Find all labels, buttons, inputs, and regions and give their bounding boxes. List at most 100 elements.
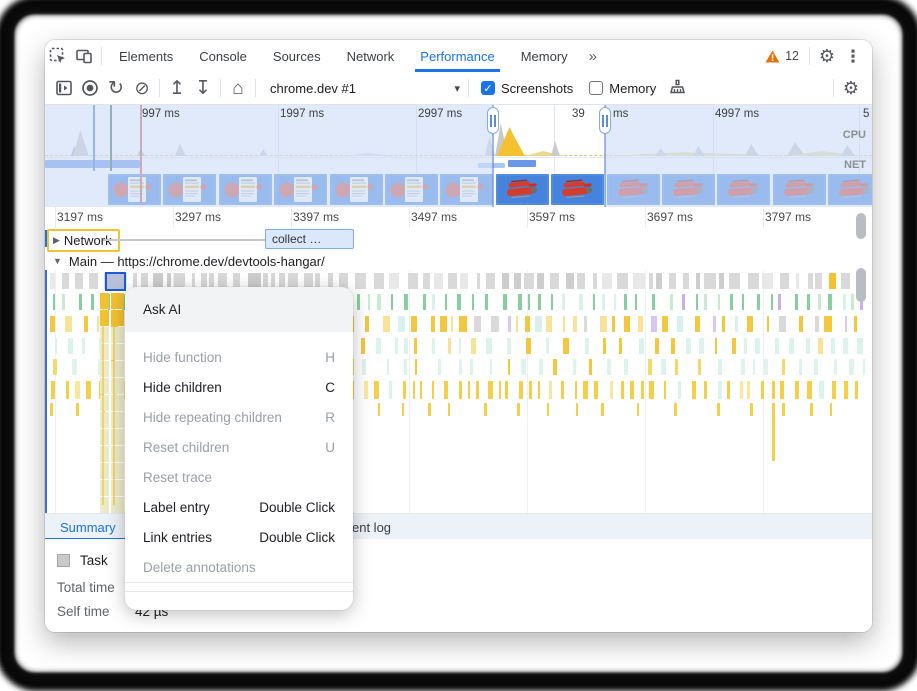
- flame-entry: [539, 359, 543, 375]
- flame-entry: [828, 294, 831, 310]
- flame-entry: [460, 273, 468, 289]
- tab-performance[interactable]: Performance: [407, 41, 507, 72]
- flame-entry: [593, 294, 596, 310]
- inspect-icon[interactable]: [45, 43, 71, 69]
- tab-elements[interactable]: Elements: [106, 41, 186, 72]
- flame-entry: [818, 294, 821, 310]
- main-track-header[interactable]: ▼ Main — https://chrome.dev/devtools-han…: [45, 252, 872, 270]
- flame-entry: [404, 359, 407, 375]
- ruler-time-label: 3197 ms: [57, 210, 103, 224]
- flame-entry: [415, 359, 418, 375]
- tab-event-log-partial[interactable]: ent log: [352, 514, 391, 540]
- tab-console[interactable]: Console: [186, 41, 260, 72]
- flame-entry: [830, 403, 832, 416]
- flame-entry: [814, 359, 818, 375]
- flame-scrollbar-thumb[interactable]: [856, 268, 866, 302]
- home-icon[interactable]: ⌂: [225, 75, 251, 101]
- flame-entry: [670, 294, 673, 310]
- tab-memory[interactable]: Memory: [508, 41, 581, 72]
- flame-entry: [698, 359, 701, 375]
- legend-row: Task: [57, 553, 108, 568]
- download-profile-icon[interactable]: ↧: [190, 75, 216, 101]
- capture-select-value: chrome.dev #1: [270, 81, 356, 96]
- filmstrip-screenshot-helicopter[interactable]: [496, 174, 549, 205]
- cpu-activity-spike: [551, 141, 560, 156]
- flame-entry: [744, 338, 747, 354]
- flame-entry: [82, 338, 85, 354]
- memory-checkbox[interactable]: Memory: [589, 81, 656, 96]
- flame-entry: [451, 316, 453, 332]
- flame-entry: [704, 294, 707, 310]
- more-tabs-button[interactable]: »: [581, 48, 605, 65]
- flame-entry: [440, 316, 446, 332]
- capture-select[interactable]: chrome.dev #1 ▾: [270, 81, 460, 96]
- flame-entry: [413, 381, 415, 399]
- flame-entry: [508, 316, 511, 332]
- upload-profile-icon[interactable]: ↥: [164, 75, 190, 101]
- network-request-item[interactable]: collect …: [265, 229, 354, 249]
- collect-garbage-icon[interactable]: [664, 75, 690, 101]
- flame-entry: [699, 338, 703, 354]
- task-color-swatch: [57, 554, 70, 567]
- flame-entry: [692, 381, 696, 399]
- settings-gear-icon[interactable]: ⚙: [814, 43, 840, 69]
- flame-entry: [488, 381, 493, 399]
- flame-entry: [652, 294, 655, 310]
- overview-dim-right: [605, 105, 872, 207]
- flame-entry: [810, 403, 813, 416]
- flame-entry: [641, 381, 644, 399]
- flame-entry: [573, 359, 576, 375]
- flame-entry: [602, 273, 612, 289]
- menu-item-ask-ai[interactable]: Ask AI: [125, 287, 353, 332]
- clear-icon[interactable]: ⊘: [129, 75, 155, 101]
- tab-network[interactable]: Network: [334, 41, 408, 72]
- flame-entry: [470, 359, 473, 375]
- ruler-time-label: 3697 ms: [647, 210, 693, 224]
- flame-entry: [602, 294, 604, 310]
- scrollbar-thumb[interactable]: [856, 213, 866, 239]
- tab-sources[interactable]: Sources: [260, 41, 334, 72]
- flame-entry: [553, 359, 556, 375]
- record-icon[interactable]: [77, 75, 103, 101]
- flame-entry: [633, 273, 645, 289]
- device-toolbar-icon[interactable]: [71, 43, 97, 69]
- flame-entry: [637, 403, 640, 416]
- flame-entry: [624, 294, 627, 310]
- selection-handle-right[interactable]: [599, 107, 611, 134]
- kebab-menu-icon[interactable]: ⋮: [840, 43, 866, 69]
- flame-entry: [584, 316, 587, 332]
- flame-entry: [662, 316, 668, 332]
- flame-entry: [600, 316, 608, 332]
- flame-entry: [459, 316, 467, 332]
- screenshots-checkbox[interactable]: ✓ Screenshots: [481, 81, 573, 96]
- flame-entry: [576, 403, 578, 416]
- reload-record-icon[interactable]: ↻: [103, 75, 129, 101]
- flame-entry: [579, 294, 583, 310]
- flame-entry: [408, 273, 417, 289]
- flame-entry: [795, 381, 799, 399]
- flame-entry: [445, 294, 447, 310]
- overview-time-label: 5: [863, 108, 869, 120]
- flame-entry: [661, 359, 666, 375]
- issues-counter[interactable]: 12: [759, 49, 805, 63]
- filmstrip-screenshot-helicopter[interactable]: [551, 174, 604, 205]
- flame-entry: [796, 273, 800, 289]
- flame-entry: [402, 403, 404, 416]
- flame-entry: [387, 359, 389, 375]
- toggle-sidebar-icon[interactable]: [51, 75, 77, 101]
- capture-settings-gear-icon[interactable]: ⚙: [838, 75, 864, 101]
- flame-entry: [75, 381, 80, 399]
- selection-handle-left[interactable]: [487, 107, 499, 134]
- flame-entry: [79, 294, 82, 310]
- selected-flame-entry[interactable]: [105, 272, 126, 291]
- tab-summary[interactable]: Summary: [45, 514, 131, 540]
- flame-entry: [727, 381, 729, 399]
- flame-entry: [863, 359, 865, 375]
- flame-entry: [715, 338, 717, 354]
- flame-entry: [771, 294, 773, 310]
